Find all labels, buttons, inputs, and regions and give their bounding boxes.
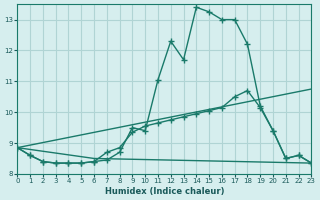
X-axis label: Humidex (Indice chaleur): Humidex (Indice chaleur) (105, 187, 224, 196)
